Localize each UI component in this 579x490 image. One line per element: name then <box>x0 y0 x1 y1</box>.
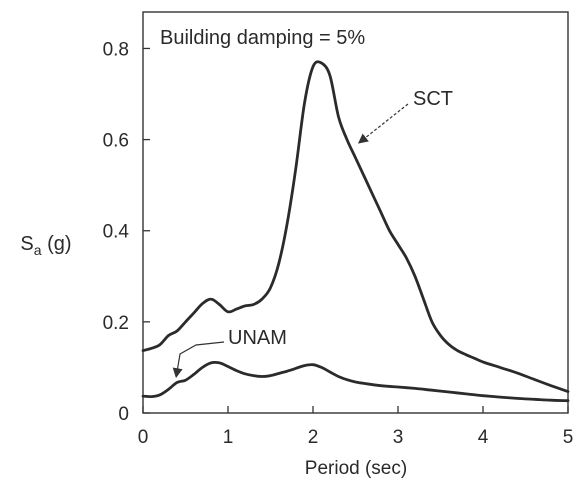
x-tick-label: 5 <box>563 427 574 448</box>
annotation-sct-arrow <box>357 103 409 144</box>
x-axis-label: Period (sec) <box>305 458 407 479</box>
axis-ticks: 0 1 2 3 4 5 0 0.2 0.4 0.6 0.8 <box>103 39 574 448</box>
y-axis-label-unit: (g) <box>42 233 72 255</box>
annotations: SCT UNAM <box>172 88 453 379</box>
series-line-sct <box>141 60 570 393</box>
annotation-unam-arrow <box>172 341 225 379</box>
y-tick-label: 0 <box>118 404 129 425</box>
plot-area-border <box>142 11 569 414</box>
chart-title: Building damping = 5% <box>160 27 365 49</box>
y-axis-label: Sa (g) <box>20 233 71 258</box>
y-tick-label: 0.8 <box>103 39 129 60</box>
x-tick-label: 3 <box>393 427 404 448</box>
x-tick-label: 4 <box>478 427 489 448</box>
x-tick-label: 0 <box>138 427 149 448</box>
y-axis-label-main: S <box>20 233 33 255</box>
plot-frame <box>142 11 569 414</box>
y-tick-label: 0.2 <box>103 313 129 334</box>
annotation-unam-label: UNAM <box>228 327 287 349</box>
y-axis-label-subscript: a <box>34 242 42 258</box>
y-tick-label: 0.6 <box>103 131 129 152</box>
x-tick-label: 2 <box>308 427 319 448</box>
series-lines <box>141 60 570 403</box>
annotation-sct-label: SCT <box>413 88 453 110</box>
series-line-unam <box>141 360 570 403</box>
y-tick-label: 0.4 <box>103 222 130 243</box>
x-tick-label: 1 <box>223 427 234 448</box>
